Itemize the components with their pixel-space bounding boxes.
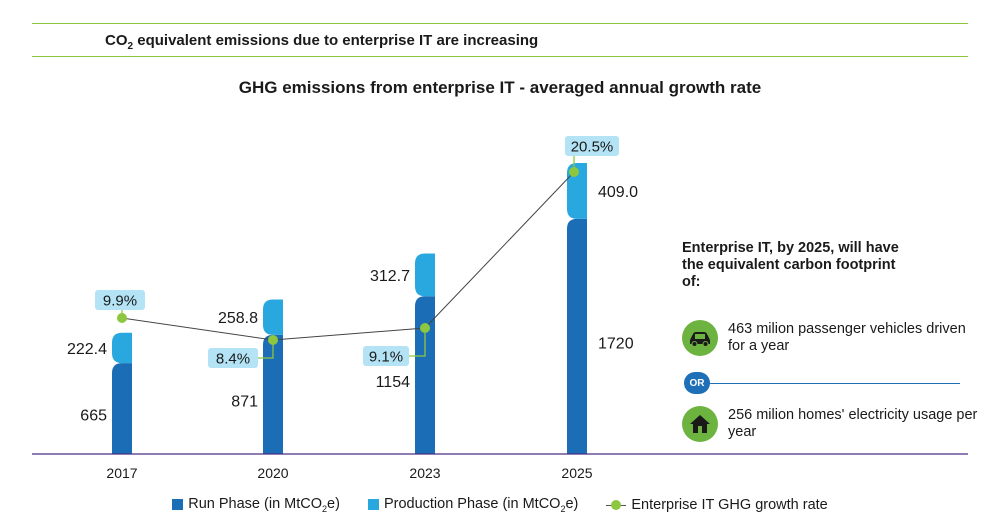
bar-run-2023	[415, 296, 435, 454]
headline: CO2 equivalent emissions due to enterpri…	[105, 32, 539, 52]
growth-label-2023: 9.1%	[369, 349, 403, 366]
x-tick-2017: 2017	[106, 465, 137, 481]
growth-dot-2020	[268, 335, 278, 345]
side-intro: Enterprise IT, by 2025, will have the eq…	[682, 240, 899, 290]
growth-rate-line	[121, 171, 575, 341]
label-production-2017: 222.4	[67, 341, 107, 358]
legend-growth-rate: Enterprise IT GHG growth rate	[606, 496, 828, 513]
legend-swatch-production	[367, 499, 379, 511]
growth-dot-2023	[420, 323, 430, 333]
growth-label-2017: 9.9%	[103, 293, 137, 310]
growth-dot-2017	[117, 313, 127, 323]
vehicles-equivalent: 463 milion passenger vehicles driven for…	[682, 320, 978, 356]
label-production-2025: 409.0	[598, 184, 638, 201]
growth-label-box-2023	[363, 346, 409, 366]
house-icon	[682, 406, 718, 442]
growth-label-2025: 20.5%	[571, 139, 614, 156]
legend-swatch-run	[172, 499, 184, 511]
legend-production-label: Production Phase (in MtCO2e)	[383, 496, 579, 514]
x-tick-2020: 2020	[257, 465, 288, 481]
legend-run-label: Run Phase (in MtCO2e)	[188, 496, 340, 514]
homes-text: 256 milion homes' electricity usage per …	[728, 407, 978, 440]
bar-run-2025	[567, 218, 587, 454]
label-production-2020: 258.8	[218, 310, 258, 327]
growth-label-2020: 8.4%	[216, 351, 250, 368]
legend-growth-label: Enterprise IT GHG growth rate	[631, 496, 828, 513]
growth-label-box-2020	[208, 348, 258, 368]
legend-growth-marker	[606, 499, 627, 511]
bar-production-2020	[263, 299, 283, 335]
bar-production-2025	[567, 162, 587, 219]
chart-title: GHG emissions from enterprise IT - avera…	[238, 78, 762, 97]
legend: Run Phase (in MtCO2e) Production Phase (…	[0, 496, 1000, 514]
growth-dot-2025	[569, 167, 579, 177]
label-run-2025: 1720	[598, 335, 634, 352]
growth-connector-2023	[409, 328, 426, 357]
growth-label-box-2025	[565, 136, 619, 156]
growth-connector-2020	[258, 340, 274, 359]
or-badge: OR	[684, 372, 710, 394]
label-production-2023: 312.7	[370, 268, 410, 285]
or-separator: OR	[684, 372, 960, 394]
x-tick-2025: 2025	[561, 465, 592, 481]
car-icon	[682, 320, 718, 356]
label-run-2017: 665	[80, 408, 107, 425]
bar-production-2023	[415, 253, 435, 297]
top-divider	[32, 23, 968, 24]
vehicles-text: 463 milion passenger vehicles driven for…	[728, 321, 966, 354]
bar-production-2017	[112, 332, 132, 364]
side-panel: Enterprise IT, by 2025, will have the eq…	[682, 240, 977, 442]
growth-label-box-2017	[95, 290, 145, 310]
x-tick-2023: 2023	[409, 465, 440, 481]
or-line	[710, 383, 960, 384]
label-run-2020: 871	[231, 393, 258, 410]
bar-run-2017	[112, 363, 132, 454]
bar-run-2020	[263, 334, 283, 454]
legend-run-phase: Run Phase (in MtCO2e)	[172, 496, 340, 514]
header-divider	[32, 56, 968, 57]
legend-production-phase: Production Phase (in MtCO2e)	[367, 496, 579, 514]
homes-equivalent: 256 milion homes' electricity usage per …	[682, 406, 978, 442]
label-run-2023: 1154	[376, 374, 411, 391]
